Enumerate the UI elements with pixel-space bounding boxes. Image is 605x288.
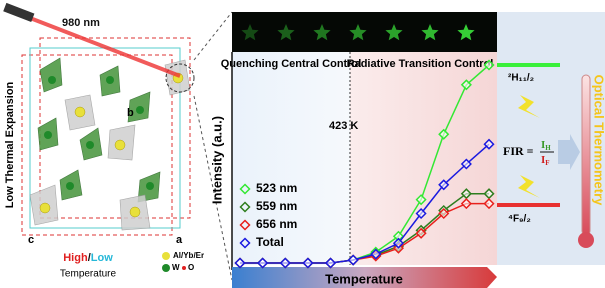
axis-label: c <box>28 234 34 246</box>
legend-label: 656 nm <box>256 217 297 231</box>
legend-atom <box>182 266 186 270</box>
laser-label: 980 nm <box>62 17 100 29</box>
atom-al <box>130 207 140 217</box>
legend-label: Total <box>256 235 284 249</box>
temp-label: High/Low <box>63 252 113 264</box>
atom-w <box>44 131 52 139</box>
atom-w <box>66 182 74 190</box>
region-label: Radiative Transition Control <box>347 58 494 70</box>
atom-w <box>86 141 94 149</box>
x-axis-label: Temperature <box>325 271 403 286</box>
atom-al <box>115 140 125 150</box>
threshold-label: 423 K <box>329 120 358 132</box>
atom-al <box>75 107 85 117</box>
high: High <box>63 252 88 264</box>
legend-atom <box>162 252 170 260</box>
atom-label: Al/Yb/Er <box>173 251 204 260</box>
legend-label: 523 nm <box>256 181 297 195</box>
right-title: Optical Thermometry <box>592 75 605 207</box>
fir-sub: F <box>545 159 549 167</box>
y-axis-label: Intensity (a.u.) <box>209 116 224 204</box>
legend-label: 559 nm <box>256 199 297 213</box>
level-high: ²H₁₁/₂ <box>508 73 534 84</box>
fir-sub: H <box>545 144 551 152</box>
atom-w <box>106 76 114 84</box>
thermometer <box>582 75 590 235</box>
atom-al <box>40 203 50 213</box>
fir-lhs: FIR = <box>503 144 534 158</box>
axis-label: b <box>127 107 134 119</box>
atom-w <box>146 182 154 190</box>
atom-label: O <box>188 263 194 272</box>
axis-label: a <box>176 234 183 246</box>
region-label: Quenching Central Control <box>221 58 362 70</box>
atom-w <box>136 106 144 114</box>
temp-label: Temperature <box>60 269 117 280</box>
left-title: Low Thermal Expansion <box>4 81 16 208</box>
region-quenching <box>232 52 350 265</box>
legend-atom <box>162 264 170 272</box>
thermometer-bulb <box>578 232 594 248</box>
atom-w <box>48 76 56 84</box>
atom-label: W <box>172 263 180 272</box>
level-low: ⁴F₉/₂ <box>508 214 531 225</box>
figure: 980 nm Low Thermal Expansion b a c High/… <box>0 0 605 288</box>
low: Low <box>91 252 113 264</box>
